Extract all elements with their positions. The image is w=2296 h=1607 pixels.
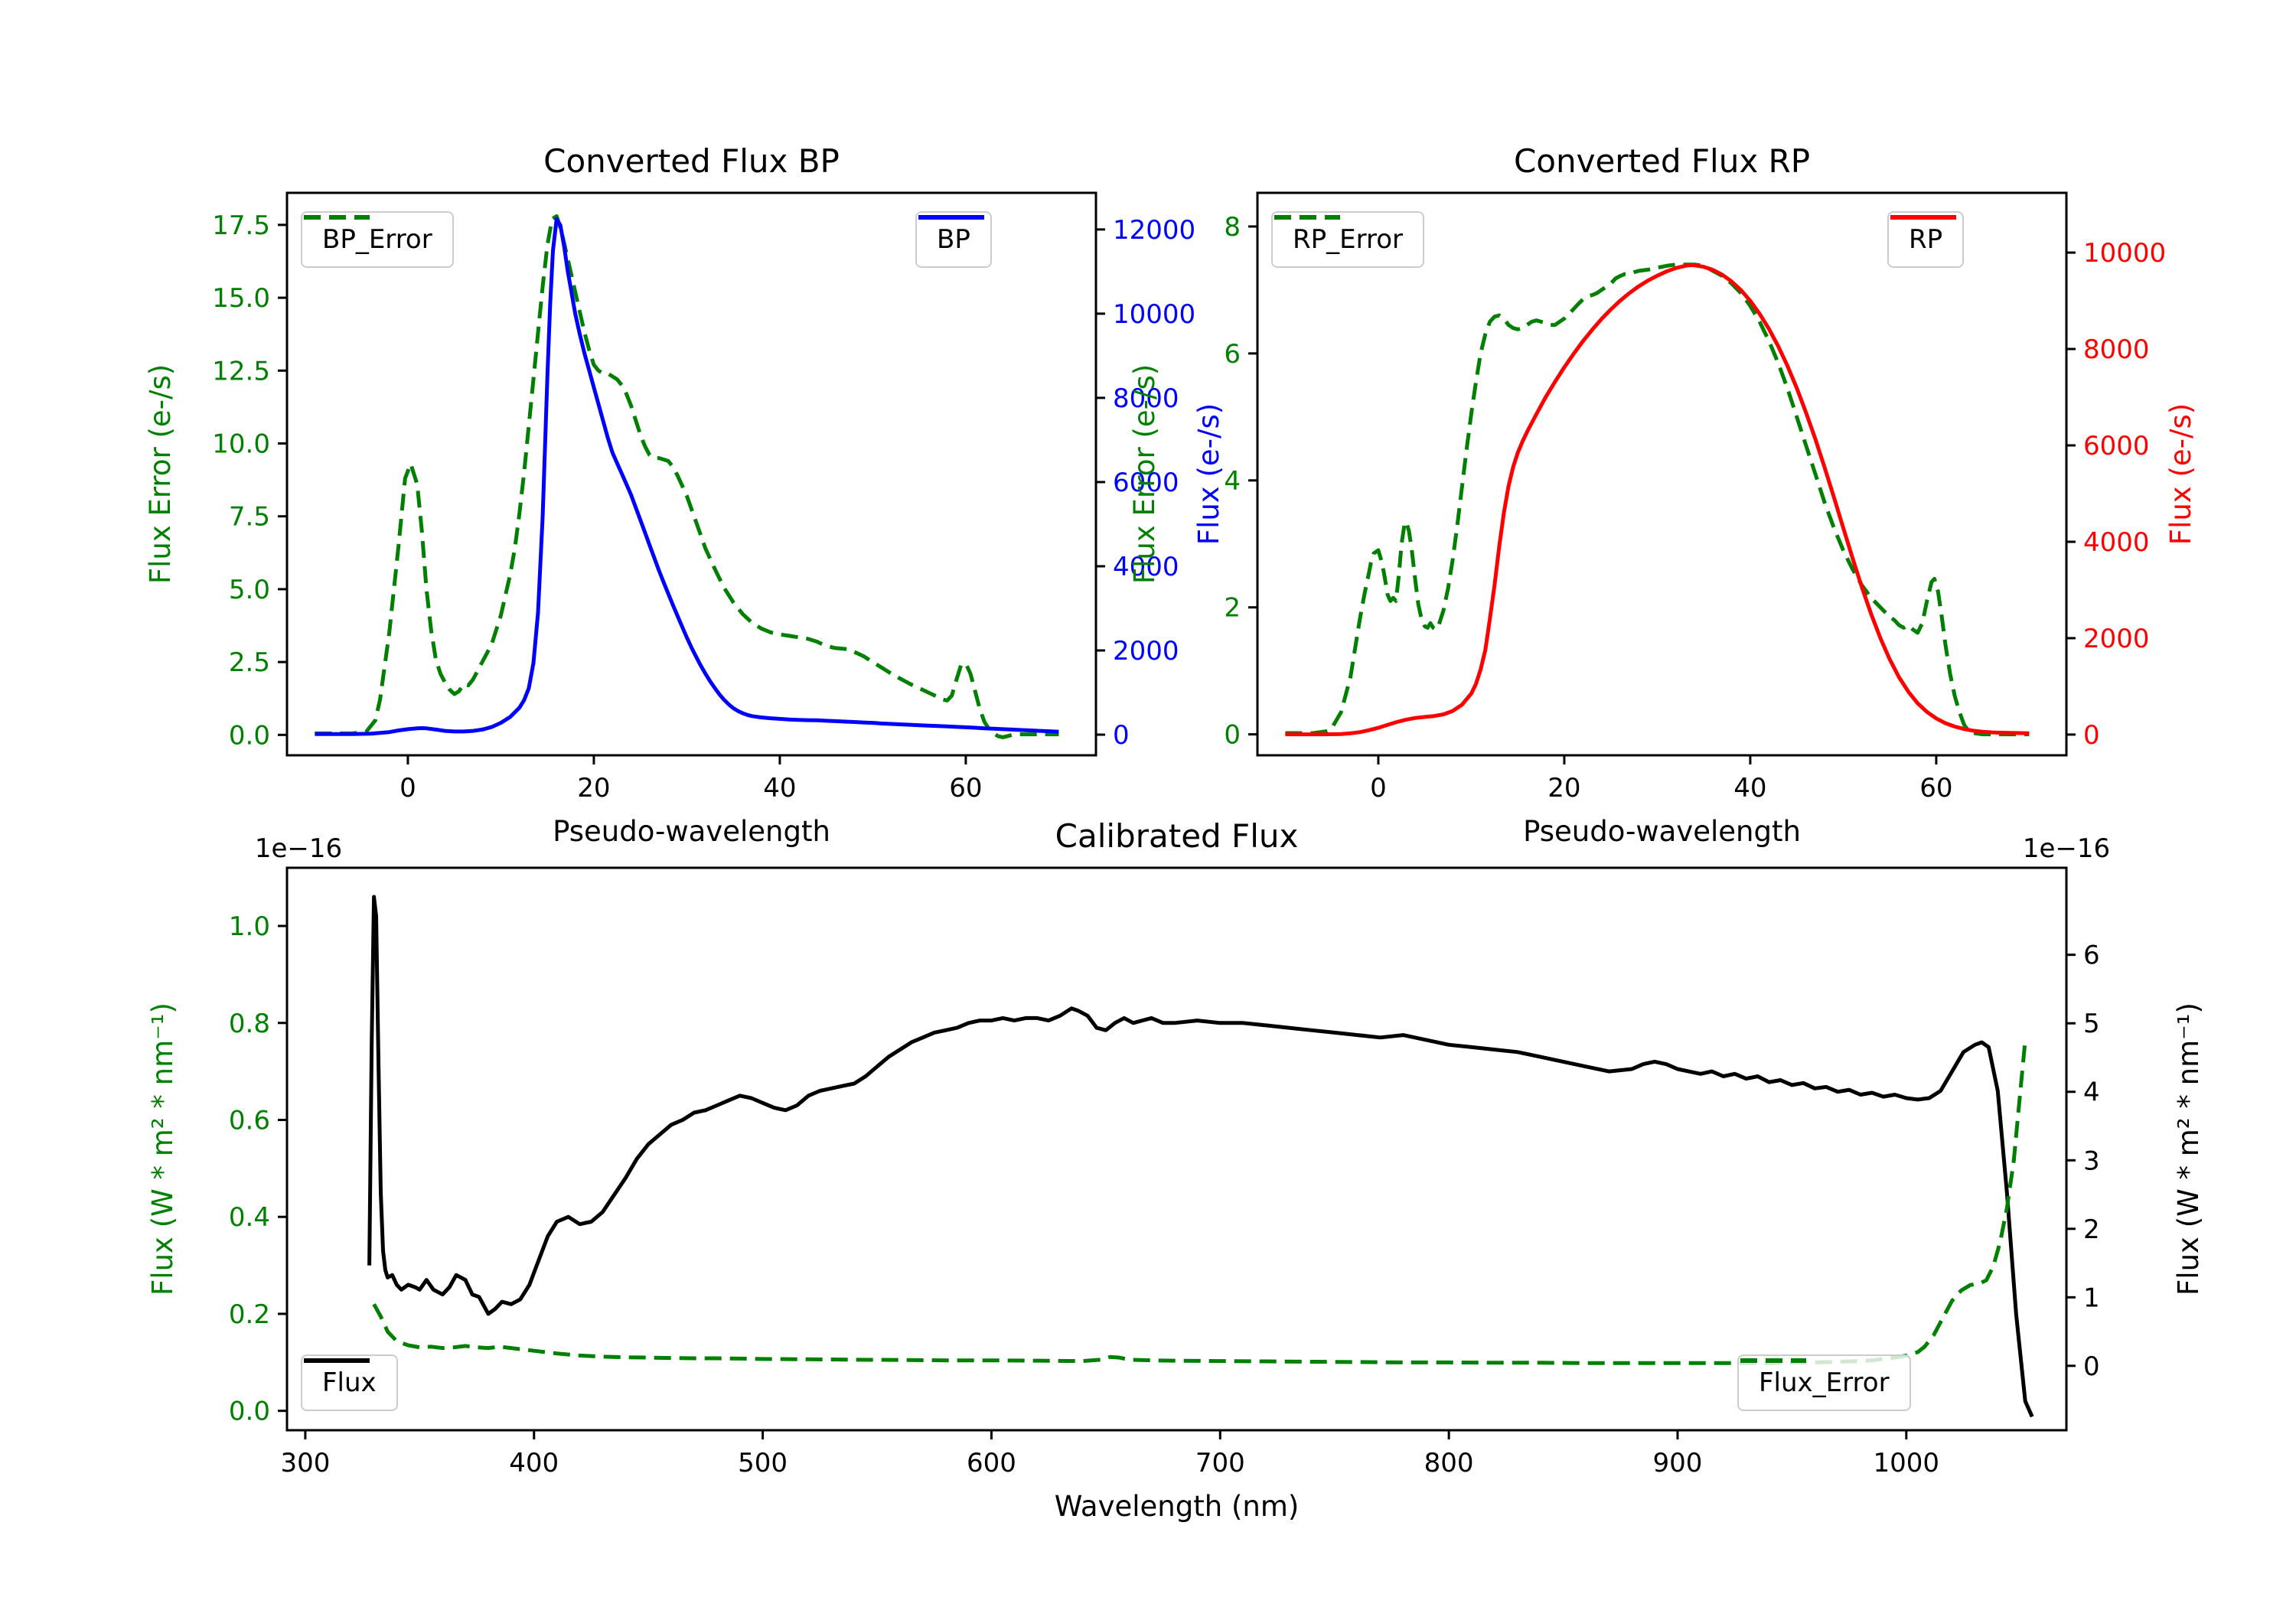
- bp-left-tick-label: 0.0: [229, 720, 270, 751]
- rp-x-tick-label: 60: [1919, 773, 1952, 804]
- rp-left-tick-label: 4: [1224, 466, 1241, 497]
- cal-x-tick-label: 300: [280, 1448, 330, 1478]
- bp-plot-frame: [285, 191, 1097, 757]
- legend-line-sample-bp_error: [304, 215, 370, 220]
- cal-right-axis-label: Flux (W * m² * nm⁻¹): [2172, 1002, 2205, 1296]
- rp-left-tick-label: 0: [1224, 720, 1241, 751]
- cal-left-tick-label: 1.0: [229, 911, 270, 942]
- cal-plot-frame: [285, 866, 2068, 1432]
- cal-left-tick-label: 0.6: [229, 1105, 270, 1136]
- bp-right-tick-label: 0: [1113, 720, 1130, 751]
- cal-left-tick-label: 0.0: [229, 1397, 270, 1427]
- legend-label: BP_Error: [322, 224, 432, 255]
- legend-line-sample-flux_error: [1740, 1358, 1806, 1363]
- cal-left-tick-label: 0.8: [229, 1009, 270, 1039]
- bp-left-tick-label: 10.0: [212, 429, 270, 460]
- rp-left-tick-label: 6: [1224, 339, 1241, 370]
- bp-line: [315, 217, 1059, 736]
- bp-left-tick-label: 15.0: [212, 283, 270, 314]
- flux-line: [367, 895, 2034, 1418]
- bp-error-line: [315, 214, 1059, 739]
- legend-flux_error: Flux_Error: [1737, 1354, 1911, 1411]
- legend-rp_error: RP_Error: [1271, 211, 1425, 268]
- bp-plot-title: Converted Flux BP: [543, 142, 840, 180]
- rp-right-tick-label: 2000: [2083, 624, 2150, 654]
- bp-right-axis-label: Flux (e-/s): [1192, 403, 1225, 545]
- legend-label: Flux: [322, 1367, 377, 1398]
- bp-left-tick-label: 2.5: [229, 647, 270, 678]
- cal-x-tick-label: 500: [738, 1448, 788, 1478]
- bp-x-tick-label: 20: [577, 773, 610, 804]
- cal-x-axis-label: Wavelength (nm): [1055, 1490, 1300, 1523]
- legend-line-sample-flux: [304, 1358, 370, 1363]
- legend-label: RP: [1909, 224, 1943, 255]
- cal-left-axis-label: Flux (W * m² * nm⁻¹): [146, 1002, 179, 1296]
- legend-rp: RP: [1887, 211, 1965, 268]
- rp-right-tick-label: 8000: [2083, 334, 2150, 365]
- cal-x-tick-label: 1000: [1874, 1448, 1940, 1478]
- legend-label: BP: [937, 224, 970, 255]
- cal-x-tick-label: 900: [1653, 1448, 1703, 1478]
- cal-scale-offset-right: 1e−16: [2023, 833, 2110, 864]
- bp-right-tick-label: 2000: [1113, 636, 1179, 667]
- cal-plot-title: Calibrated Flux: [1055, 817, 1299, 855]
- cal-right-tick-label: 1: [2083, 1283, 2100, 1313]
- bp-x-axis-label: Pseudo-wavelength: [553, 815, 830, 848]
- rp-left-tick-label: 2: [1224, 593, 1241, 624]
- cal-right-tick-label: 4: [2083, 1077, 2100, 1108]
- rp-x-axis-label: Pseudo-wavelength: [1523, 815, 1801, 848]
- cal-right-tick-label: 0: [2083, 1351, 2100, 1382]
- cal-right-tick-label: 5: [2083, 1009, 2100, 1039]
- rp-line: [1285, 263, 2030, 737]
- rp-x-tick-label: 0: [1370, 773, 1387, 804]
- legend-line-sample-rp: [1890, 215, 1956, 220]
- bp-left-tick-label: 12.5: [212, 356, 270, 386]
- legend-bp: BP: [915, 211, 992, 268]
- rp-plot-title: Converted Flux RP: [1514, 142, 1810, 180]
- rp-left-tick-label: 8: [1224, 212, 1241, 243]
- cal-right-tick-label: 6: [2083, 940, 2100, 971]
- rp-right-tick-label: 6000: [2083, 431, 2150, 461]
- legend-bp_error: BP_Error: [301, 211, 454, 268]
- cal-left-tick-label: 0.2: [229, 1299, 270, 1330]
- bp-right-tick-label: 6000: [1113, 468, 1179, 498]
- rp-right-tick-label: 4000: [2083, 527, 2150, 558]
- cal-x-tick-label: 600: [967, 1448, 1016, 1478]
- legend-line-sample-bp: [918, 215, 984, 220]
- cal-x-tick-label: 400: [509, 1448, 559, 1478]
- bp-left-tick-label: 7.5: [229, 502, 270, 533]
- legend-line-sample-rp_error: [1274, 215, 1340, 220]
- rp-x-tick-label: 40: [1733, 773, 1766, 804]
- bp-x-tick-label: 40: [763, 773, 796, 804]
- rp-error-line: [1285, 262, 2030, 737]
- legend-flux: Flux: [301, 1354, 398, 1411]
- rp-right-tick-label: 0: [2083, 720, 2100, 751]
- bp-left-axis-label: Flux Error (e-/s): [144, 364, 177, 584]
- bp-x-tick-label: 0: [400, 773, 416, 804]
- bp-right-tick-label: 8000: [1113, 383, 1179, 414]
- cal-scale-offset-left: 1e−16: [255, 833, 342, 864]
- legend-label: RP_Error: [1293, 224, 1404, 255]
- legend-label: Flux_Error: [1759, 1367, 1890, 1398]
- cal-x-tick-label: 800: [1424, 1448, 1474, 1478]
- bp-right-tick-label: 12000: [1113, 215, 1195, 246]
- rp-right-tick-label: 10000: [2083, 238, 2166, 269]
- rp-plot-frame: [1256, 191, 2068, 757]
- rp-x-tick-label: 20: [1548, 773, 1580, 804]
- bp-left-tick-label: 5.0: [229, 575, 270, 605]
- bp-right-tick-label: 10000: [1113, 299, 1195, 330]
- rp-left-axis-label: Flux Error (e-/s): [1128, 364, 1161, 584]
- cal-x-tick-label: 700: [1195, 1448, 1245, 1478]
- bp-x-tick-label: 60: [949, 773, 982, 804]
- cal-right-tick-label: 3: [2083, 1146, 2100, 1176]
- rp-right-axis-label: Flux (e-/s): [2164, 403, 2197, 545]
- bp-left-tick-label: 17.5: [212, 210, 270, 241]
- cal-left-tick-label: 0.4: [229, 1202, 270, 1233]
- bp-right-tick-label: 4000: [1113, 552, 1179, 582]
- cal-right-tick-label: 2: [2083, 1214, 2100, 1245]
- flux-error-line: [372, 1040, 2027, 1365]
